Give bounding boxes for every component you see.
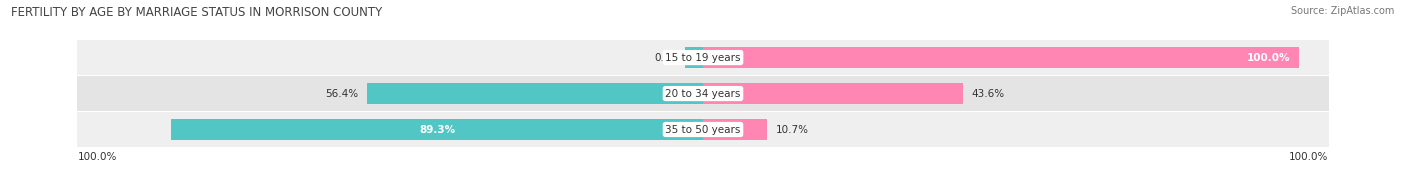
Bar (703, 119, 766, 140)
Text: 35 to 50 years: 35 to 50 years (665, 124, 741, 134)
Text: 0.0%: 0.0% (654, 53, 681, 63)
Text: 89.3%: 89.3% (419, 124, 456, 134)
Bar (172, 119, 703, 140)
Text: 100.0%: 100.0% (1247, 53, 1289, 63)
Bar (685, 119, 703, 140)
Text: 20 to 34 years: 20 to 34 years (665, 89, 741, 99)
Text: 15 to 19 years: 15 to 19 years (665, 53, 741, 63)
Text: 43.6%: 43.6% (972, 89, 1005, 99)
Bar (77, 76, 1329, 111)
Bar (685, 47, 703, 68)
Bar (77, 113, 1329, 147)
Bar (685, 83, 703, 104)
Bar (367, 83, 703, 104)
Text: 10.7%: 10.7% (776, 124, 808, 134)
Text: 100.0%: 100.0% (77, 152, 117, 162)
Bar (77, 41, 1329, 75)
Bar (703, 83, 963, 104)
Bar (703, 47, 1299, 68)
Text: Source: ZipAtlas.com: Source: ZipAtlas.com (1291, 6, 1395, 16)
Text: FERTILITY BY AGE BY MARRIAGE STATUS IN MORRISON COUNTY: FERTILITY BY AGE BY MARRIAGE STATUS IN M… (11, 6, 382, 19)
Text: 56.4%: 56.4% (325, 89, 359, 99)
Text: 100.0%: 100.0% (1289, 152, 1329, 162)
